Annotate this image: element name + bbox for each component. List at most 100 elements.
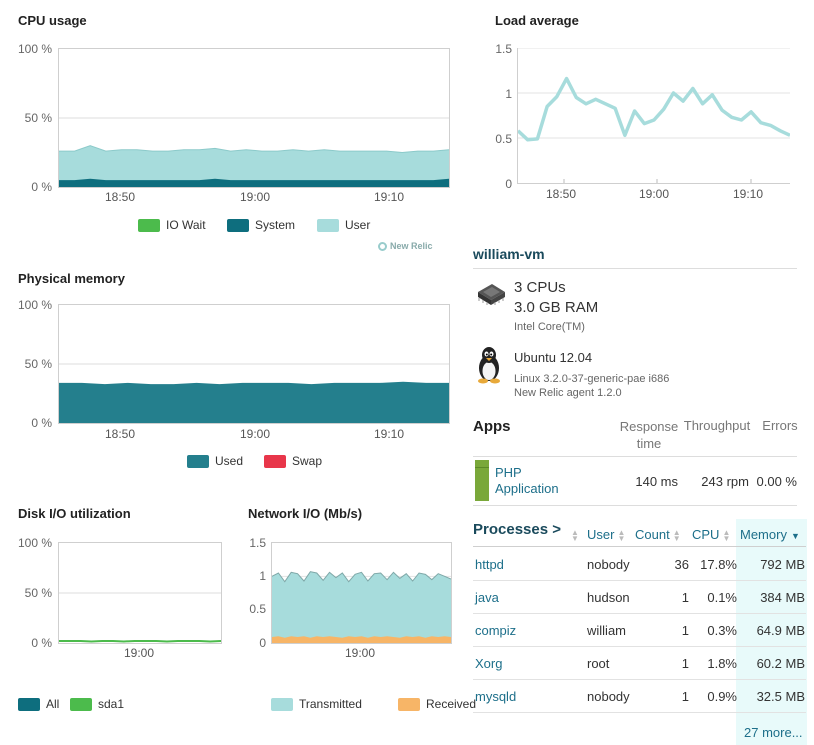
cpu-xtick: 19:00 bbox=[239, 190, 271, 204]
process-count: 1 bbox=[681, 623, 689, 638]
legend-swatch bbox=[264, 454, 286, 468]
legend-label: Transmitted bbox=[299, 697, 362, 711]
legend-swatch bbox=[317, 218, 339, 232]
table-row[interactable]: compiz william 1 0.3% 64.9 MB bbox=[473, 613, 806, 647]
legend-io-wait[interactable]: IO Wait bbox=[138, 218, 206, 232]
physical-memory-chart[interactable] bbox=[58, 304, 450, 424]
process-count: 1 bbox=[681, 590, 689, 605]
process-cpu: 0.1% bbox=[707, 590, 737, 605]
agent-version: New Relic agent 1.2.0 bbox=[514, 387, 622, 399]
legend-system[interactable]: System bbox=[227, 218, 295, 232]
proc-header-count[interactable]: Count ▲ ▼ bbox=[635, 527, 681, 542]
legend-swatch bbox=[138, 218, 160, 232]
process-name-link[interactable]: httpd bbox=[475, 557, 504, 572]
divider bbox=[473, 546, 806, 547]
sort-icon[interactable]: ▲ ▼ bbox=[571, 527, 579, 543]
header-label: User bbox=[587, 527, 615, 542]
memory-column-highlight bbox=[736, 519, 807, 745]
mem-ytick: 100 % bbox=[17, 298, 52, 312]
host-name[interactable]: william-vm bbox=[473, 246, 545, 262]
table-row[interactable]: mysqld nobody 1 0.9% 32.5 MB bbox=[473, 679, 806, 713]
proc-header-cpu[interactable]: CPU ▲ ▼ bbox=[692, 527, 730, 542]
disk-ytick: 50 % bbox=[24, 586, 52, 600]
process-memory: 32.5 MB bbox=[756, 689, 805, 704]
load-average-chart[interactable] bbox=[517, 48, 790, 184]
divider bbox=[473, 456, 797, 457]
legend-received[interactable]: Received bbox=[398, 697, 476, 711]
table-row[interactable]: Xorg root 1 1.8% 60.2 MB bbox=[473, 646, 806, 680]
process-memory: 60.2 MB bbox=[756, 656, 805, 671]
network-io-chart[interactable] bbox=[271, 542, 452, 644]
process-user: hudson bbox=[587, 590, 630, 605]
legend-label: Received bbox=[426, 697, 477, 711]
net-ytick: 1 bbox=[259, 569, 266, 583]
process-name-link[interactable]: java bbox=[475, 590, 499, 605]
load-ytick: 1 bbox=[505, 87, 512, 101]
legend-all[interactable]: All bbox=[18, 697, 59, 711]
cpu-user-area-outline bbox=[59, 145, 449, 154]
app-errors: 0.00 % bbox=[756, 474, 797, 489]
process-name-link[interactable]: mysqld bbox=[475, 689, 517, 704]
disk-io-chart[interactable] bbox=[58, 542, 222, 644]
app-link-php-application[interactable]: PHP Application bbox=[495, 465, 559, 496]
disk-ytick: 0 % bbox=[31, 636, 52, 650]
app-status-bar-line bbox=[475, 467, 489, 468]
legend-label: User bbox=[345, 218, 371, 232]
mem-ytick: 0 % bbox=[31, 416, 52, 430]
table-row[interactable]: java hudson 1 0.1% 384 MB bbox=[473, 580, 806, 614]
legend-swap[interactable]: Swap bbox=[264, 454, 322, 468]
os-name: Ubuntu 12.04 bbox=[514, 350, 593, 365]
kernel-version: Linux 3.2.0-37-generic-pae i686 bbox=[514, 373, 670, 385]
sort-desc-icon: ▼ bbox=[790, 531, 800, 541]
sort-icon: ▲ ▼ bbox=[617, 527, 626, 543]
disk-sda1-line bbox=[59, 640, 221, 643]
process-name-link[interactable]: compiz bbox=[475, 623, 517, 638]
process-cpu: 0.3% bbox=[707, 623, 737, 638]
legend-label: sda1 bbox=[98, 697, 125, 711]
watermark-label: New Relic bbox=[390, 241, 433, 251]
network-transmitted-area-outline bbox=[272, 571, 451, 583]
divider bbox=[473, 268, 797, 269]
cpu-usage-chart[interactable] bbox=[58, 48, 450, 188]
net-ytick: 0 bbox=[259, 636, 266, 650]
proc-header-memory[interactable]: Memory ▼ bbox=[740, 527, 800, 542]
network-io-title: Network I/O (Mb/s) bbox=[248, 506, 363, 521]
more-processes-link[interactable]: 27 more... bbox=[744, 725, 803, 740]
legend-sda1[interactable]: sda1 bbox=[70, 697, 124, 711]
cpu-xtick: 18:50 bbox=[104, 190, 136, 204]
load-average-title: Load average bbox=[495, 13, 579, 28]
legend-transmitted[interactable]: Transmitted bbox=[271, 697, 362, 711]
proc-header-user[interactable]: User ▲ ▼ bbox=[587, 527, 625, 542]
header-label: CPU bbox=[692, 527, 720, 542]
apps-header-response[interactable]: Response time bbox=[619, 419, 679, 451]
network-transmitted-area bbox=[272, 571, 451, 643]
cpu-usage-title: CPU usage bbox=[18, 13, 87, 28]
legend-swatch bbox=[187, 454, 209, 468]
legend-swatch bbox=[271, 697, 293, 711]
processes-title-link[interactable]: Processes > bbox=[473, 521, 561, 538]
apps-header-errors[interactable]: Errors bbox=[762, 418, 798, 433]
process-memory: 792 MB bbox=[760, 557, 805, 572]
new-relic-logo-icon bbox=[378, 241, 387, 251]
cpu-ytick: 50 % bbox=[24, 111, 52, 125]
apps-title: Apps bbox=[473, 418, 511, 435]
cpu-xtick: 19:10 bbox=[373, 190, 405, 204]
legend-used[interactable]: Used bbox=[187, 454, 243, 468]
legend-label: Used bbox=[215, 454, 244, 468]
apps-header-throughput[interactable]: Throughput bbox=[683, 418, 751, 433]
header-label: Memory bbox=[740, 527, 787, 542]
process-cpu: 0.9% bbox=[707, 689, 737, 704]
net-xtick: 19:00 bbox=[344, 646, 376, 660]
process-count: 1 bbox=[681, 689, 689, 704]
net-ytick: 1.5 bbox=[249, 536, 266, 550]
cpu-ytick: 0 % bbox=[31, 180, 52, 194]
table-row[interactable]: httpd nobody 36 17.8% 792 MB bbox=[473, 547, 806, 581]
physical-memory-title: Physical memory bbox=[18, 271, 125, 286]
process-name-link[interactable]: Xorg bbox=[475, 656, 503, 671]
new-relic-watermark: New Relic bbox=[378, 241, 433, 251]
app-throughput: 243 rpm bbox=[701, 474, 749, 489]
legend-user[interactable]: User bbox=[317, 218, 370, 232]
legend-swatch bbox=[398, 697, 420, 711]
process-count: 36 bbox=[674, 557, 689, 572]
load-ytick: 0 bbox=[505, 177, 512, 191]
